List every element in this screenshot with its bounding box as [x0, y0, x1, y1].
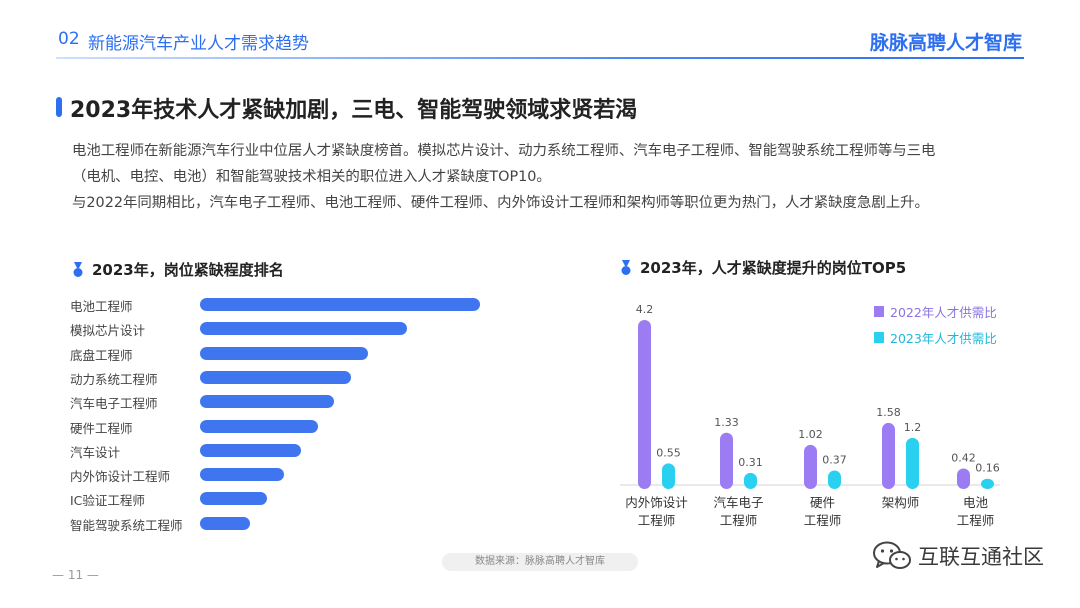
- left-chart-title-text: 2023年，岗位紧缺程度排名: [92, 261, 284, 279]
- legend-swatch: [874, 332, 884, 343]
- description-line: 电池工程师在新能源汽车行业中位居人才紧缺度榜首。模拟芯片设计、动力系统工程师、汽…: [72, 143, 936, 159]
- rank-category-label: 内外饰设计工程师: [70, 469, 171, 485]
- watermark: 互联互通社区: [872, 540, 1044, 572]
- rank-bar: [200, 370, 352, 384]
- description: 电池工程师在新能源汽车行业中位居人才紧缺度榜首。模拟芯片设计、动力系统工程师、汽…: [72, 138, 1032, 216]
- bar-2023: [744, 472, 757, 489]
- legend-label: 2023年人才供需比: [890, 331, 997, 346]
- category-label: 电池: [963, 495, 989, 510]
- bar-2022: [638, 320, 651, 489]
- rank-bar: [200, 322, 408, 336]
- bar-2023: [906, 437, 919, 489]
- legend-item-2022: 2022年人才供需比: [874, 302, 997, 321]
- right-chart-title: 2023年，人才紧缺度提升的岗位TOP5: [620, 257, 906, 278]
- data-label: 4.2: [636, 303, 654, 316]
- rank-bar-chart: 电池工程师模拟芯片设计 底盘工程师动力系统工程师 汽车电子工程师 硬件工程师汽车设计内…: [70, 294, 510, 534]
- rank-bar: [200, 468, 284, 482]
- page-title: 2023年技术人才紧缺加剧，三电、智能驾驶领域求贤若渴: [70, 98, 638, 123]
- watermark-text: 互联互通社区: [918, 545, 1044, 569]
- rank-bar: [200, 395, 335, 409]
- rank-category-label: 底盘工程师: [70, 347, 133, 363]
- bar-2023: [828, 470, 841, 489]
- rank-bar: [200, 516, 251, 530]
- data-source: 数据来源：脉脉高聘人才智库: [442, 553, 638, 571]
- bar-2022: [882, 422, 895, 489]
- legend-item-2023: 2023年人才供需比: [874, 328, 997, 347]
- header-divider: [56, 57, 1024, 59]
- description-line: （电机、电控、电池）和智能驾驶技术相关的职位进入人才紧缺度TOP10。: [72, 169, 551, 185]
- rank-category-label: 汽车电子工程师: [70, 396, 158, 412]
- legend-swatch: [874, 306, 884, 317]
- medal-icon: [73, 261, 83, 277]
- section-number: 02: [58, 29, 80, 49]
- rank-bar: [200, 298, 480, 311]
- right-chart-title-text: 2023年，人才紧缺度提升的岗位TOP5: [640, 259, 907, 277]
- rank-category-label: 模拟芯片设计: [70, 323, 146, 339]
- data-label: 0.37: [822, 453, 847, 466]
- rank-category-label: 电池工程师: [70, 299, 133, 314]
- grouped-bar-chart: 4.2 0.55 内外饰设计工程师 1.33 0.31 汽车电子工程师 1.02 0.37 硬件…: [620, 303, 1000, 528]
- category-label: 工程师: [638, 513, 676, 528]
- rank-bar: [200, 419, 318, 433]
- rank-category-label: IC验证工程师: [70, 493, 145, 509]
- rank-category-label: 动力系统工程师: [70, 371, 158, 387]
- data-label: 0.55: [656, 446, 681, 459]
- legend-label: 2022年人才供需比: [890, 305, 997, 320]
- rank-category-label: 硬件工程师: [70, 420, 133, 436]
- title-accent-bar: [56, 97, 62, 117]
- section-title: 新能源汽车产业人才需求趋势: [88, 34, 309, 54]
- wechat-icon: [873, 541, 911, 569]
- description-line: 与2022年同期相比，汽车电子工程师、电池工程师、硬件工程师、内外饰设计工程师和…: [72, 195, 929, 211]
- rank-bar: [200, 492, 268, 506]
- brand-logo-text: 脉脉高聘人才智库: [869, 32, 1022, 54]
- bar-2023: [981, 478, 994, 489]
- category-label: 工程师: [957, 513, 995, 528]
- category-label: 工程师: [720, 513, 758, 528]
- data-label: 1.58: [876, 406, 901, 419]
- category-label: 硬件: [810, 495, 835, 510]
- rank-bar: [200, 346, 368, 360]
- category-label: 汽车电子: [713, 495, 763, 510]
- page-number: — 11 —: [52, 568, 99, 582]
- rank-bar: [200, 443, 301, 457]
- bar-2022: [720, 432, 733, 489]
- page-header: 02 新能源汽车产业人才需求趋势 脉脉高聘人才智库: [0, 0, 1080, 62]
- rank-category-label: 智能驾驶系统工程师: [70, 517, 183, 533]
- left-chart-title: 2023年，岗位紧缺程度排名: [72, 259, 284, 280]
- data-label: 1.33: [714, 416, 739, 429]
- medal-icon: [621, 259, 631, 275]
- data-label: 1.02: [798, 428, 823, 441]
- bar-2022: [804, 444, 817, 489]
- category-label: 内外饰设计: [625, 495, 688, 510]
- data-label: 0.42: [951, 452, 976, 465]
- data-label: 0.16: [975, 462, 1000, 475]
- data-label: 1.2: [904, 421, 922, 434]
- rank-category-label: 汽车设计: [70, 444, 121, 460]
- category-label: 架构师: [882, 495, 920, 510]
- data-label: 0.31: [738, 456, 763, 469]
- bar-2022: [957, 468, 970, 489]
- category-label: 工程师: [804, 513, 842, 528]
- bar-2023: [662, 463, 675, 489]
